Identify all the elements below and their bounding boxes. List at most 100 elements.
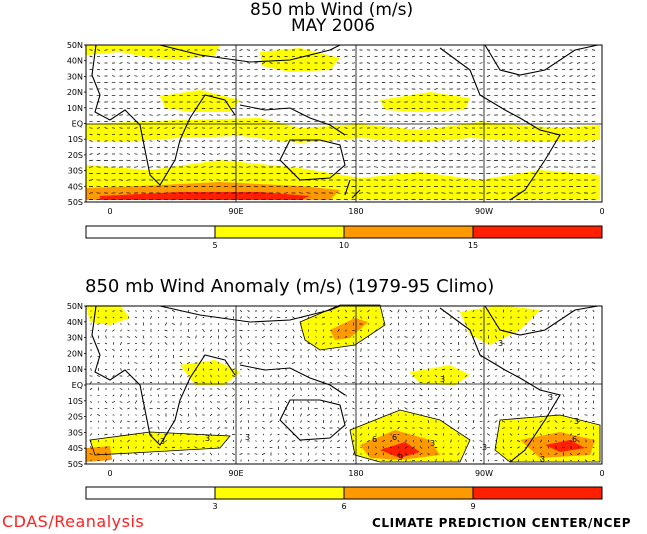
wind-vector [89,49,93,51]
wind-vector [201,146,206,149]
latitude-label: 40S [68,444,83,453]
wind-vector [591,146,596,149]
wind-vector [539,459,543,462]
wind-vector [329,400,333,404]
wind-vector [246,179,251,181]
wind-vector [134,75,138,77]
wind-vector [216,68,221,71]
wind-vector [555,400,557,404]
wind-vector [193,166,199,168]
wind-vector [156,407,161,410]
wind-vector [344,375,348,377]
wind-vector [120,329,122,332]
wind-vector [448,185,454,188]
wind-vector [509,336,513,338]
wind-vector [351,133,356,136]
wind-vector [120,341,122,346]
wind-vector [314,81,318,84]
wind-vector [465,433,467,436]
wind-vector [493,192,499,194]
wind-vector [397,381,400,384]
wind-vector [268,159,274,162]
wind-vector [277,374,280,378]
wind-vector [412,407,415,410]
wind-vector [405,433,407,436]
wind-vector [88,166,94,168]
wind-vector [284,316,288,319]
wind-vector [531,146,536,149]
wind-vector [434,309,438,313]
wind-vector [270,433,272,436]
wind-vector [299,127,303,129]
wind-vector [179,413,183,417]
wind-vector [232,335,235,339]
wind-vector [531,120,536,123]
wind-vector [247,342,250,345]
wind-vector [89,420,93,423]
wind-vector [315,426,317,430]
wind-vector [375,375,377,377]
top-colorbar-label-1: 5 [212,241,217,250]
wind-vector [112,348,115,352]
wind-vector [465,349,467,351]
wind-vector [457,426,460,430]
wind-vector [464,413,468,417]
wind-vector [360,316,362,319]
wind-vector [412,453,415,455]
wind-vector [307,433,310,436]
wind-vector [464,453,468,455]
wind-vector [141,55,146,58]
bottom-contour-labels: 3 3 3 3 3 3 3 3 3 6 9 6 6 3 [160,339,579,464]
wind-vector [269,316,273,319]
wind-vector [164,407,168,410]
wind-vector [555,440,557,442]
wind-vector [186,55,191,58]
wind-vector [90,323,92,325]
wind-vector [373,159,379,162]
wind-vector [570,336,572,338]
wind-vector [231,62,236,64]
wind-vector [254,55,258,58]
wind-vector [352,375,355,377]
wind-vector [127,342,130,345]
wind-vector [375,387,377,391]
wind-vector [141,172,146,175]
wind-vector [321,427,326,429]
wind-vector [449,55,453,58]
wind-vector [435,329,437,332]
wind-vector [516,133,521,136]
wind-vector [187,446,190,449]
wind-vector [157,433,160,436]
wind-vector [344,153,348,155]
wind-vector [487,381,490,384]
wind-vector [239,146,243,149]
wind-vector [382,413,385,417]
wind-vector [149,310,153,312]
wind-vector [149,133,153,136]
wind-vector [427,342,430,345]
wind-vector [501,133,506,136]
wind-vector [584,342,588,345]
wind-vector [336,68,341,71]
bottom-gridlines [86,306,602,464]
wind-vector [284,94,288,97]
wind-vector [509,107,513,110]
wind-vector [524,81,528,84]
wind-vector [105,335,107,339]
wind-vector [299,427,303,429]
wind-vector [209,362,213,364]
wind-vector [104,433,108,436]
wind-vector [337,432,340,437]
wind-vector [337,401,340,403]
wind-vector [502,323,505,325]
wind-vector [405,439,407,443]
wind-vector [367,420,370,423]
top-title-line2: MAY 2006 [291,16,376,36]
wind-vector [186,49,191,51]
wind-vector [546,420,551,423]
wind-vector [202,375,205,377]
wind-vector [450,446,452,449]
wind-vector [104,153,108,155]
wind-vector [171,120,176,123]
wind-vector [246,62,251,64]
